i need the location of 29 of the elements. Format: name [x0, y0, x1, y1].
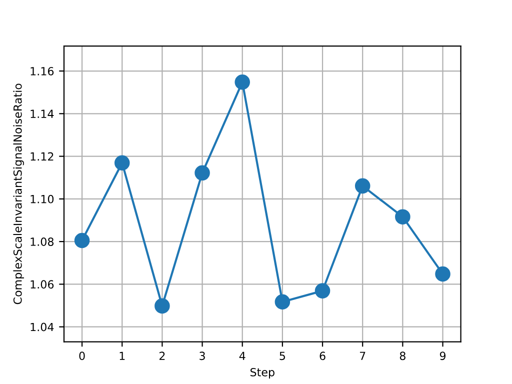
y-tick-label: 1.14: [30, 110, 54, 118]
y-tick-label: 1.04: [30, 322, 54, 332]
y-tick-label: 1.12: [30, 152, 54, 161]
x-tick-label: 3: [200, 352, 205, 360]
x-axis-title: Step: [250, 368, 274, 379]
x-tick-label: 2: [159, 352, 165, 360]
point: [194, 165, 210, 181]
x-tick-label: 1: [120, 352, 125, 360]
x-tick-label: 5: [280, 352, 286, 360]
y-tick-label: 1.06: [30, 280, 54, 289]
point: [114, 155, 130, 171]
point: [435, 266, 450, 282]
point: [395, 209, 410, 224]
point: [234, 74, 250, 90]
point: [354, 178, 370, 194]
point: [74, 232, 90, 248]
x-tick-label: 4: [239, 352, 246, 360]
x-tick-label: 9: [440, 352, 446, 360]
x-tick-label: 0: [79, 352, 85, 360]
y-axis-title: ComplexScaleInvariantSignalNoiseRatio: [13, 84, 24, 304]
y-tick-label: 1.16: [30, 66, 54, 76]
point: [314, 283, 330, 298]
point: [274, 294, 290, 310]
x-tick-label: 6: [320, 352, 326, 360]
x-tick-label: 8: [400, 352, 406, 360]
x-tick-label: 7: [360, 352, 366, 360]
y-tick-label: 1.08: [30, 238, 54, 246]
point: [154, 298, 170, 314]
y-tick-label: 1.10: [30, 194, 54, 204]
